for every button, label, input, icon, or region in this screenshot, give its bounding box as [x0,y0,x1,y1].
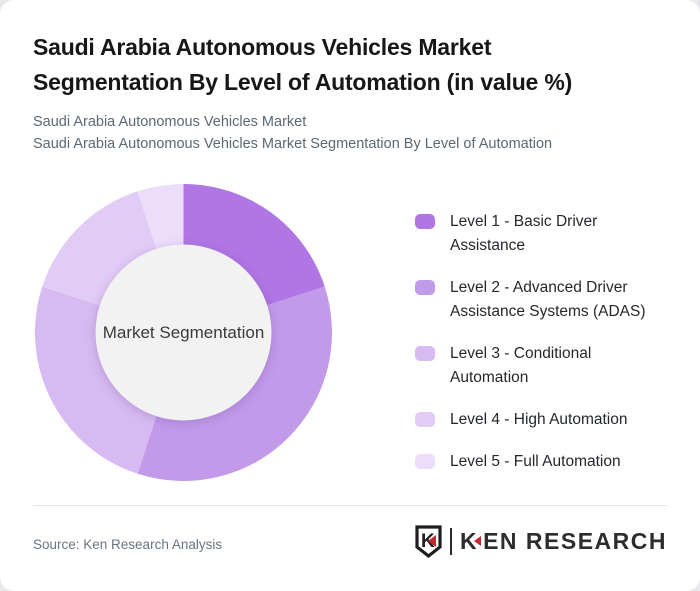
shield-red-triangle [427,534,436,547]
shield-logo-icon: K [415,524,442,558]
legend-swatch-level-4 [415,412,435,427]
logo-separator [449,527,452,555]
legend-label: Level 4 - High Automation [450,411,628,428]
legend-item-level-4[interactable]: Level 4 - High Automation [415,408,675,432]
legend-item-level-2[interactable]: Level 2 - Advanced Driver Assistance Sys… [415,276,675,324]
legend-swatch-level-3 [415,346,435,361]
footer-divider [33,505,667,506]
logo-rest: EN RESEARCH [483,527,667,554]
legend-item-level-1[interactable]: Level 1 - Basic Driver Assistance [415,210,675,258]
legend-label: Level 1 - Basic Driver Assistance [450,213,598,254]
legend-swatch-level-2 [415,280,435,295]
subtitle-line-2: Saudi Arabia Autonomous Vehicles Market … [33,136,553,152]
source-text: Source: Ken Research Analysis [33,537,223,552]
shield-letter: K [421,531,435,552]
chart-legend: Level 1 - Basic Driver Assistance Level … [415,210,675,474]
logo-letter-k: K [459,527,479,554]
logo-wordmark: K EN RESEARCH [460,528,667,555]
legend-label: Level 2 - Advanced Driver Assistance Sys… [450,279,646,320]
legend-label: Level 5 - Full Automation [450,453,621,470]
subtitle-line-1: Saudi Arabia Autonomous Vehicles Market [33,114,307,130]
logo-red-triangle-icon [474,536,482,546]
chart-subtitles: Saudi Arabia Autonomous Vehicles Market … [33,111,673,155]
donut-chart-area: Market Segmentation [35,184,332,481]
legend-swatch-level-5 [415,454,435,469]
ken-research-logo: K K EN RESEARCH [414,524,667,558]
donut-chart[interactable] [35,184,332,481]
legend-item-level-3[interactable]: Level 3 - Conditional Automation [415,342,675,390]
donut-hole [95,244,272,421]
page-title: Saudi Arabia Autonomous Vehicles Market … [33,34,573,95]
legend-item-level-5[interactable]: Level 5 - Full Automation [415,450,675,474]
donut-center-label: Market Segmentation [102,323,265,342]
legend-swatch-level-1 [415,214,435,229]
legend-label: Level 3 - Conditional Automation [450,345,592,386]
